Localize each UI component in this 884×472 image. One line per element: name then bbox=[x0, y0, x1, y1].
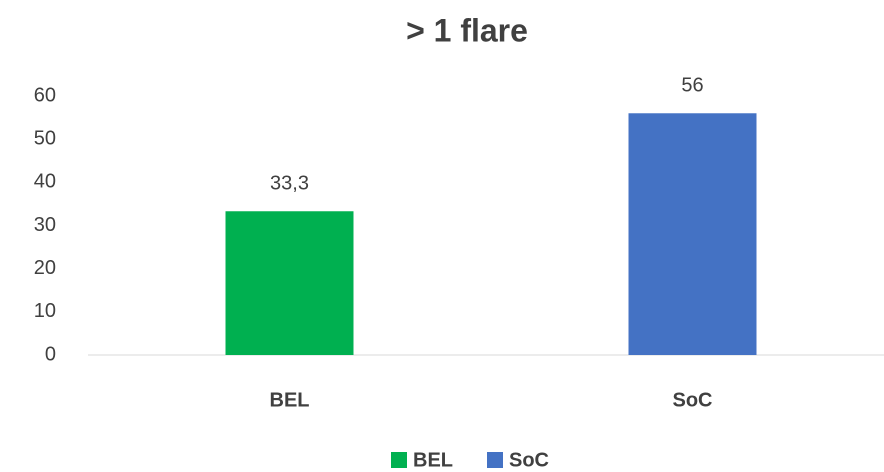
y-tick-label: 40 bbox=[34, 171, 56, 193]
chart-title: > 1 flare bbox=[406, 12, 528, 48]
y-tick-label: 10 bbox=[34, 300, 56, 322]
value-label: 33,3 bbox=[270, 173, 309, 195]
bar bbox=[628, 113, 757, 356]
legend-label: SoC bbox=[509, 449, 549, 471]
y-tick-label: 20 bbox=[34, 257, 56, 279]
value-label: 56 bbox=[681, 75, 703, 97]
y-tick-label: 50 bbox=[34, 127, 56, 149]
y-tick-label: 60 bbox=[34, 84, 56, 106]
legend-label: BEL bbox=[413, 449, 453, 471]
x-tick-label: BEL bbox=[270, 389, 310, 411]
legend-swatch bbox=[391, 452, 407, 468]
y-tick-label: 30 bbox=[34, 214, 56, 236]
x-tick-label: SoC bbox=[673, 389, 713, 411]
y-tick-label: 0 bbox=[45, 343, 56, 365]
bar bbox=[225, 211, 354, 355]
legend-swatch bbox=[487, 452, 503, 468]
